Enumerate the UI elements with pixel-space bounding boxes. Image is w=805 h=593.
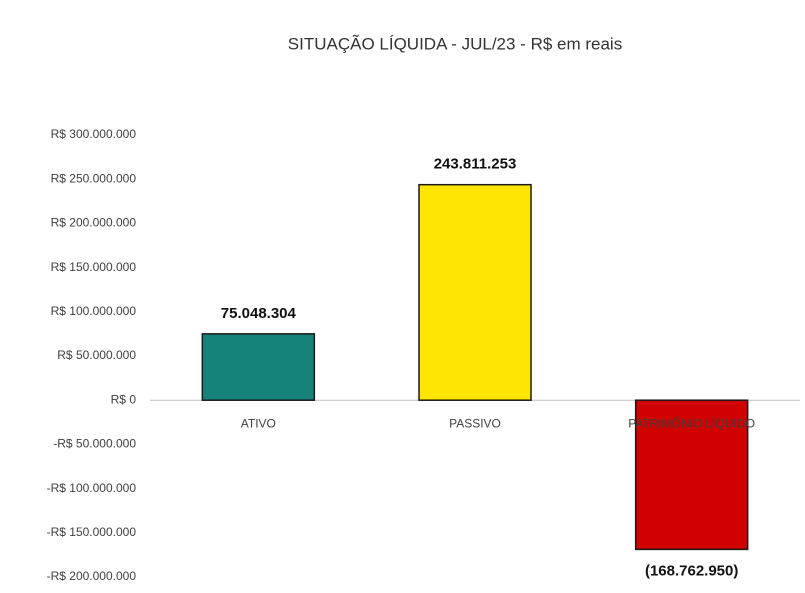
data-label: 243.811.253	[434, 156, 517, 173]
x-tick-label: ATIVO	[241, 416, 276, 430]
y-tick-label: R$ 250.000.000	[51, 171, 137, 185]
y-tick-label: -R$ 100.000.000	[47, 481, 137, 495]
y-tick-label: R$ 0	[111, 392, 137, 406]
bar	[634, 399, 749, 551]
data-label: (168.762.950)	[645, 562, 738, 579]
y-tick-label: R$ 50.000.000	[57, 348, 136, 362]
y-tick-label: R$ 200.000.000	[51, 216, 137, 230]
y-tick-label: R$ 100.000.000	[51, 304, 137, 318]
bar	[418, 183, 532, 401]
y-tick-label: -R$ 150.000.000	[47, 525, 137, 539]
data-label: 75.048.304	[221, 305, 297, 322]
y-tick-label: -R$ 200.000.000	[47, 569, 137, 583]
bar	[201, 333, 316, 401]
y-tick-label: R$ 300.000.000	[51, 127, 137, 141]
y-tick-label: -R$ 50.000.000	[53, 437, 136, 451]
x-tick-label: PASSIVO	[449, 416, 501, 430]
y-tick-label: R$ 150.000.000	[51, 260, 137, 274]
chart-title: SITUAÇÃO LÍQUIDA - JUL/23 - R$ em reais	[288, 34, 622, 53]
x-tick-label: PATRIMÔNIO LÍQUIDO	[628, 415, 755, 430]
